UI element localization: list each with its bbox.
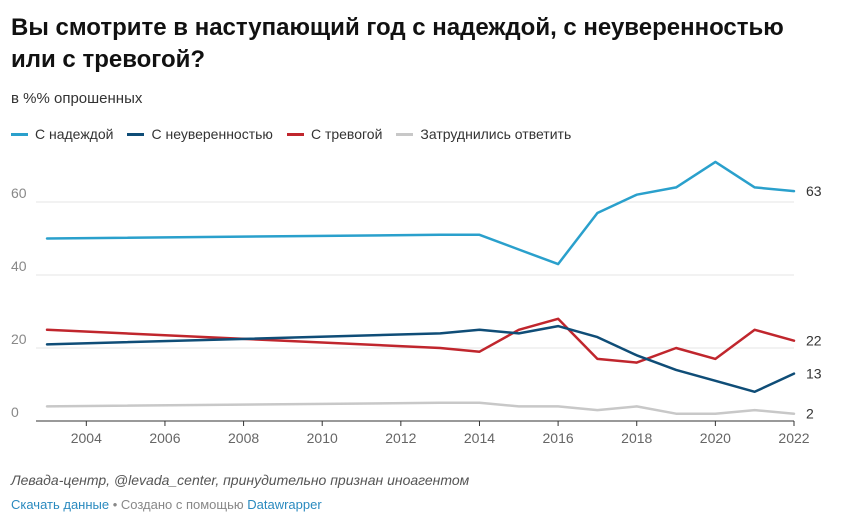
x-tick-label: 2022 bbox=[778, 430, 809, 446]
chart-source: Левада-центр, @levada_center, принудител… bbox=[11, 472, 470, 488]
series-line bbox=[45, 324, 796, 394]
x-axis: 2004 2006 2008 2010 2012 2014 2016 2018 2020 2022 bbox=[71, 421, 810, 446]
y-axis: 0 20 40 60 bbox=[11, 185, 27, 420]
series-line bbox=[45, 160, 796, 266]
chart-footer: Скачать данные • Создано с помощью Dataw… bbox=[11, 497, 322, 512]
series-end-label: 63 bbox=[806, 183, 822, 199]
legend-swatch bbox=[396, 132, 414, 136]
series-end-label: 2 bbox=[806, 406, 814, 422]
line-chart: 0 20 40 60 2004 2006 2008 2010 2012 2014 2016 2018… bbox=[11, 160, 822, 446]
chart-subtitle: в %% опрошенных bbox=[11, 90, 143, 107]
footer-separator: • Создано с помощью bbox=[109, 497, 248, 512]
y-tick-label: 20 bbox=[11, 331, 27, 347]
x-tick-label: 2016 bbox=[543, 430, 574, 446]
legend-label: С надеждой bbox=[35, 126, 114, 142]
legend-label: С неуверенностью bbox=[151, 126, 273, 142]
x-tick-label: 2012 bbox=[385, 430, 416, 446]
series-end-label: 13 bbox=[806, 366, 822, 382]
legend-item: С тревогой bbox=[286, 126, 383, 142]
legend-label: С тревогой bbox=[310, 126, 383, 142]
y-tick-label: 40 bbox=[11, 258, 27, 274]
x-tick-label: 2020 bbox=[700, 430, 731, 446]
y-tick-label: 0 bbox=[11, 404, 19, 420]
y-tick-label: 60 bbox=[11, 185, 27, 201]
legend-swatch bbox=[127, 132, 145, 136]
x-tick-label: 2004 bbox=[71, 430, 102, 446]
series-line bbox=[45, 317, 796, 364]
chart-legend: С надеждой С неуверенностью С тревогой Затр… bbox=[11, 124, 585, 144]
legend-item: С надеждой bbox=[11, 126, 113, 142]
series-end-label: 22 bbox=[806, 333, 822, 349]
x-tick-label: 2008 bbox=[228, 430, 259, 446]
legend-swatch bbox=[286, 132, 304, 136]
x-tick-label: 2018 bbox=[621, 430, 652, 446]
legend-swatch bbox=[11, 132, 28, 136]
datawrapper-link[interactable]: Datawrapper bbox=[247, 497, 322, 512]
chart-series bbox=[45, 160, 796, 415]
x-tick-label: 2014 bbox=[464, 430, 495, 446]
legend-item: С неуверенностью bbox=[127, 126, 273, 142]
x-tick-label: 2010 bbox=[307, 430, 338, 446]
chart-gridlines bbox=[36, 201, 794, 422]
series-line bbox=[45, 401, 796, 415]
chart-title: Вы смотрите в наступающий год с надеждой… bbox=[11, 14, 784, 73]
download-data-link[interactable]: Скачать данные bbox=[11, 497, 110, 512]
legend-label: Затруднились ответить bbox=[420, 126, 572, 142]
x-tick-label: 2006 bbox=[149, 430, 180, 446]
legend-item: Затруднились ответить bbox=[396, 126, 571, 142]
